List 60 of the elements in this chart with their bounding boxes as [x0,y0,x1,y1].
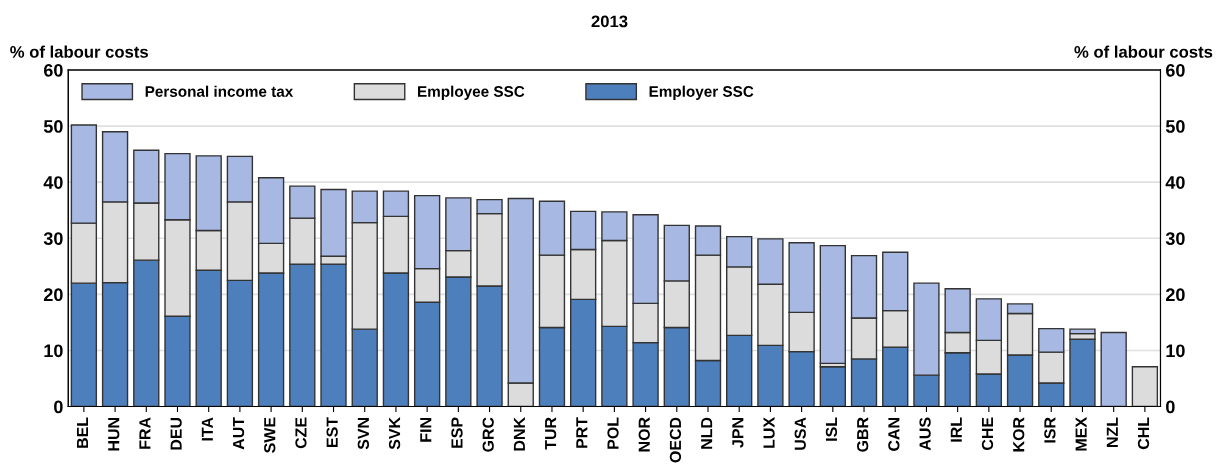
y2-tick-label: 20 [1165,288,1185,302]
x-tick-label: AUS [919,417,931,451]
x-tick-label: NOR [638,417,650,452]
y-tick-label: 60 [43,63,63,77]
x-tick-label: FIN [420,418,432,442]
x-tick-label: EST [326,417,338,447]
bar [1069,338,1096,407]
x-tick-label: ESP [451,417,463,448]
x-tick-label: CZE [295,417,307,449]
x-tick-label: KOR [1013,417,1025,452]
x-tick-label: CHL [1137,417,1150,450]
y-tick-label: 50 [43,120,63,133]
y2-tick-label: 50 [1165,120,1185,133]
x-tick-label: DEU [170,417,182,450]
legend-label: Personal income tax [145,85,294,97]
x-tick-label: GBR [857,417,869,452]
x-tick-label: LUX [763,417,775,448]
x-tick-label: AUT [233,417,245,450]
x-tick-label: ITA [201,417,213,441]
x-tick-label: POL [607,417,619,449]
x-tick-label: SVK [388,417,401,450]
x-tick-label: TUR [545,417,557,450]
x-tick-label: MEX [1075,417,1087,451]
x-tick-label: PRT [576,417,588,448]
y-tick-label: 0 [54,400,63,414]
x-tick-label: CAN [888,418,900,451]
x-tick-label: FRA [139,417,151,449]
x-tick-label: DNK [513,417,525,451]
x-tick-label: BEL [77,417,88,448]
y-tick-label: 30 [43,232,63,246]
x-tick-label: SWE [264,417,276,453]
x-tick-label: HUN [108,418,120,451]
y2-tick-label: 40 [1165,176,1185,189]
y-tick-label: 10 [44,344,63,358]
y-axis-title: % of labour costs [10,45,148,58]
legend-label: Employer SSC [649,85,754,100]
x-tick-label: ISR [1044,417,1056,443]
x-tick-label: JPN [732,418,744,448]
x-tick-label: SVN [357,418,370,450]
bar [819,244,846,365]
legend-label: Employee SSC [418,85,525,100]
y-tick-label: 40 [43,176,63,189]
x-tick-label: ISL [825,417,838,441]
x-tick-label: USA [794,417,806,450]
y2-tick-label: 0 [1166,400,1175,414]
y-tick-label: 20 [43,288,63,302]
bar [1100,331,1127,407]
x-tick-label: OECD [669,417,682,463]
y2-axis-title: % of labour costs [1074,45,1213,58]
bar [1131,366,1159,407]
x-tick-label: NZL [1106,417,1118,447]
x-tick-label: IRL [950,417,962,442]
x-tick-label: GRC [482,417,494,452]
x-tick-label: CHE [981,417,994,451]
y2-tick-label: 10 [1166,344,1185,358]
bar [819,366,846,407]
chart-title: 2013 [591,15,628,28]
y2-tick-label: 30 [1165,232,1185,246]
y2-tick-label: 60 [1166,63,1185,77]
x-tick-label: NLD [701,417,713,449]
